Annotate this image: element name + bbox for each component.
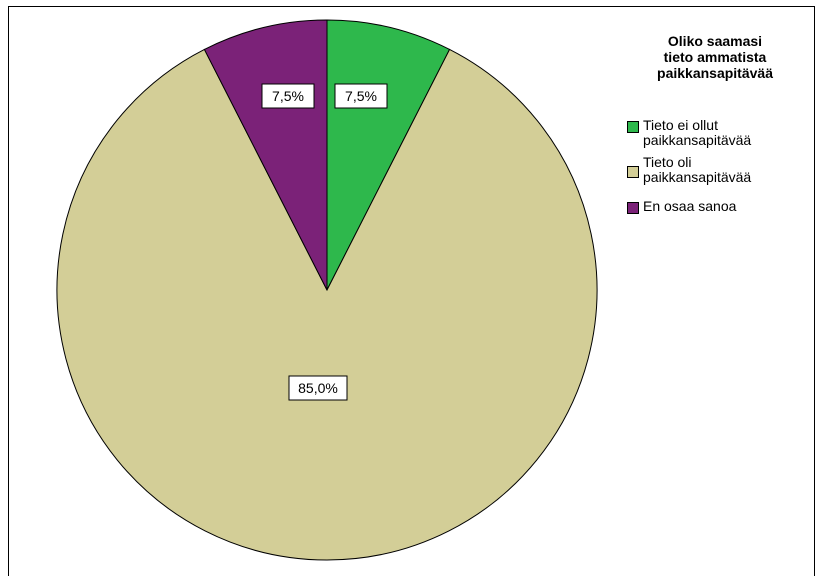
legend-title-line-1: Oliko saamasi <box>667 33 763 49</box>
legend-label: Tieto oli paikkansapitävää <box>643 155 751 185</box>
legend-swatch-green <box>627 121 639 133</box>
legend-label-line: paikkansapitävää <box>643 132 752 148</box>
legend-label-line: Tieto ei ollut <box>643 117 718 133</box>
legend-label: Tieto ei ollut paikkansapitävää <box>643 118 751 148</box>
legend-title-line-2: tieto ammatista <box>663 49 767 65</box>
data-label: 7,5% <box>345 88 377 104</box>
legend-label-line: Tieto oli <box>643 154 692 170</box>
legend-label: En osaa sanoa <box>643 199 736 214</box>
legend-title: Oliko saamasi tieto ammatista paikkansap… <box>615 33 815 81</box>
legend-swatch-beige <box>627 166 639 178</box>
data-label-box <box>261 83 315 109</box>
legend-swatch-purple <box>627 202 639 214</box>
data-label: 85,0% <box>298 380 338 396</box>
data-label-box <box>288 375 348 401</box>
legend-label-line: En osaa sanoa <box>643 198 737 214</box>
legend-title-line-3: paikkansapitävää <box>657 65 773 81</box>
data-label-box <box>334 83 388 109</box>
pie-slice <box>56 48 598 561</box>
data-label: 7,5% <box>272 88 304 104</box>
legend-label-line: paikkansapitävää <box>643 169 752 185</box>
